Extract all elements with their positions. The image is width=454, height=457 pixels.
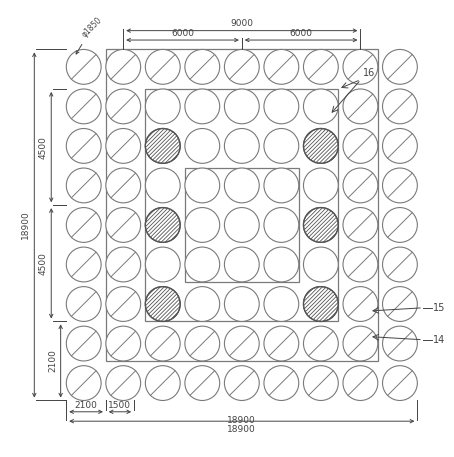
Circle shape — [145, 207, 180, 242]
Circle shape — [106, 366, 141, 400]
Circle shape — [66, 89, 101, 124]
Text: 18900: 18900 — [20, 211, 30, 239]
Circle shape — [185, 168, 220, 203]
Circle shape — [383, 247, 417, 282]
Circle shape — [66, 207, 101, 242]
Text: 4500: 4500 — [39, 252, 48, 275]
Circle shape — [343, 49, 378, 84]
Circle shape — [383, 207, 417, 242]
Circle shape — [383, 366, 417, 400]
Text: 4500: 4500 — [39, 136, 48, 159]
Circle shape — [224, 326, 259, 361]
Circle shape — [224, 49, 259, 84]
Circle shape — [185, 326, 220, 361]
Circle shape — [224, 287, 259, 321]
Circle shape — [264, 366, 299, 400]
Circle shape — [383, 128, 417, 163]
Circle shape — [343, 326, 378, 361]
Circle shape — [383, 287, 417, 321]
Circle shape — [106, 287, 141, 321]
Text: 2100: 2100 — [74, 401, 98, 410]
Circle shape — [303, 168, 338, 203]
Text: φ1850: φ1850 — [76, 16, 104, 54]
Circle shape — [145, 287, 180, 321]
Circle shape — [106, 128, 141, 163]
Circle shape — [383, 89, 417, 124]
Circle shape — [185, 247, 220, 282]
Circle shape — [383, 326, 417, 361]
Circle shape — [185, 366, 220, 400]
Circle shape — [303, 366, 338, 400]
Circle shape — [224, 89, 259, 124]
Circle shape — [264, 168, 299, 203]
Text: 16: 16 — [363, 68, 375, 78]
Circle shape — [66, 49, 101, 84]
Circle shape — [66, 287, 101, 321]
Circle shape — [185, 128, 220, 163]
Circle shape — [224, 168, 259, 203]
Text: 18900: 18900 — [227, 425, 256, 434]
Circle shape — [185, 287, 220, 321]
Circle shape — [343, 366, 378, 400]
Circle shape — [106, 247, 141, 282]
Circle shape — [303, 207, 338, 242]
Circle shape — [224, 207, 259, 242]
Circle shape — [264, 207, 299, 242]
Circle shape — [343, 168, 378, 203]
Circle shape — [145, 168, 180, 203]
Circle shape — [224, 366, 259, 400]
Circle shape — [303, 287, 338, 321]
Text: 14: 14 — [433, 335, 445, 345]
Bar — [145, 89, 338, 321]
Circle shape — [66, 128, 101, 163]
Circle shape — [343, 247, 378, 282]
Circle shape — [185, 49, 220, 84]
Circle shape — [264, 128, 299, 163]
Circle shape — [383, 49, 417, 84]
Text: 2100: 2100 — [49, 350, 58, 372]
Circle shape — [106, 49, 141, 84]
Bar — [106, 49, 378, 361]
Circle shape — [106, 168, 141, 203]
Text: 6000: 6000 — [171, 29, 194, 38]
Bar — [185, 168, 299, 282]
Circle shape — [224, 128, 259, 163]
Circle shape — [145, 128, 180, 163]
Circle shape — [343, 207, 378, 242]
Circle shape — [66, 366, 101, 400]
Circle shape — [383, 168, 417, 203]
Circle shape — [303, 89, 338, 124]
Circle shape — [145, 89, 180, 124]
Circle shape — [343, 128, 378, 163]
Circle shape — [224, 247, 259, 282]
Circle shape — [303, 247, 338, 282]
Circle shape — [66, 247, 101, 282]
Circle shape — [343, 287, 378, 321]
Circle shape — [145, 247, 180, 282]
Circle shape — [185, 89, 220, 124]
Circle shape — [145, 326, 180, 361]
Circle shape — [106, 89, 141, 124]
Circle shape — [106, 326, 141, 361]
Circle shape — [264, 247, 299, 282]
Circle shape — [145, 366, 180, 400]
Circle shape — [66, 168, 101, 203]
Circle shape — [66, 326, 101, 361]
Circle shape — [264, 287, 299, 321]
Circle shape — [303, 326, 338, 361]
Circle shape — [303, 128, 338, 163]
Circle shape — [185, 207, 220, 242]
Circle shape — [145, 49, 180, 84]
Text: 18900: 18900 — [227, 416, 256, 425]
Circle shape — [264, 49, 299, 84]
Circle shape — [264, 89, 299, 124]
Text: 1500: 1500 — [109, 401, 132, 410]
Circle shape — [343, 89, 378, 124]
Circle shape — [106, 207, 141, 242]
Circle shape — [303, 49, 338, 84]
Circle shape — [264, 326, 299, 361]
Text: 9000: 9000 — [230, 19, 253, 28]
Text: 15: 15 — [433, 303, 445, 313]
Text: 6000: 6000 — [290, 29, 313, 38]
